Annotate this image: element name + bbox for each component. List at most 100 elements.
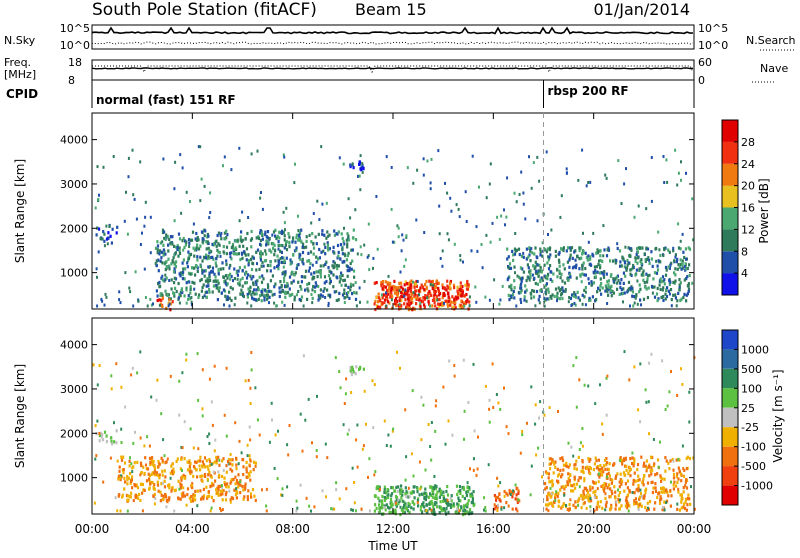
heatmap-cell — [363, 389, 366, 393]
heatmap-cell — [639, 488, 642, 492]
heatmap-cell — [125, 190, 127, 194]
heatmap-cell — [531, 289, 534, 293]
heatmap-cell — [505, 425, 508, 429]
heatmap-cell — [392, 427, 395, 431]
heatmap-cell — [566, 246, 570, 250]
heatmap-cell — [580, 280, 583, 284]
heatmap-cell — [224, 294, 227, 298]
heatmap-cell — [386, 495, 390, 499]
heatmap-cell — [545, 150, 548, 154]
heatmap-cell — [234, 296, 237, 300]
heatmap-cell — [330, 271, 333, 275]
heatmap-cell — [314, 285, 317, 289]
heatmap-cell — [676, 299, 679, 303]
heatmap-cell — [578, 476, 581, 480]
heatmap-cell — [599, 277, 602, 281]
heatmap-cell — [245, 467, 248, 471]
heatmap-cell — [235, 487, 238, 491]
heatmap-cell — [609, 259, 612, 263]
heatmap-cell — [105, 224, 108, 228]
heatmap-cell — [203, 294, 206, 298]
heatmap-cell — [653, 285, 656, 289]
heatmap-cell — [269, 269, 272, 273]
heatmap-cell — [236, 481, 239, 485]
heatmap-cell — [589, 298, 592, 302]
heatmap-cell — [285, 284, 288, 288]
heatmap-cell — [587, 495, 590, 499]
heatmap-cell — [177, 281, 180, 286]
heatmap-cell — [419, 304, 422, 308]
heatmap-cell — [662, 506, 664, 509]
heatmap-cell — [283, 259, 286, 263]
heatmap-cell — [471, 511, 474, 515]
heatmap-cell — [450, 494, 453, 498]
heatmap-cell — [142, 465, 145, 469]
heatmap-cell — [289, 258, 292, 262]
heatmap-cell — [660, 280, 663, 284]
heatmap-cell — [450, 209, 453, 213]
heatmap-cell — [461, 289, 464, 293]
heatmap-cell — [518, 193, 521, 196]
heatmap-cell — [148, 444, 151, 448]
heatmap-cell — [578, 257, 581, 261]
heatmap-cell — [156, 298, 159, 303]
colorbar-tick-label: -100 — [741, 441, 766, 454]
heatmap-cell — [434, 484, 437, 488]
heatmap-cell — [399, 306, 402, 310]
heatmap-cell — [245, 247, 249, 251]
heatmap-cell — [545, 275, 548, 279]
heatmap-cell — [578, 267, 581, 271]
heatmap-cell — [261, 488, 263, 492]
heatmap-cell — [412, 306, 415, 310]
heatmap-cell — [626, 290, 629, 294]
heatmap-cell — [557, 258, 561, 262]
heatmap-cell — [674, 296, 677, 300]
heatmap-cell — [664, 408, 667, 411]
heatmap-cell — [300, 287, 303, 291]
heatmap-cell — [566, 483, 569, 487]
heatmap-cell — [277, 240, 280, 244]
heatmap-cell — [688, 247, 692, 251]
heatmap-cell — [257, 235, 260, 239]
heatmap-cell — [295, 246, 298, 250]
heatmap-cell — [265, 243, 268, 247]
cpid-segment-0: normal (fast) 151 RF — [96, 93, 236, 107]
heatmap-cell — [239, 491, 242, 495]
heatmap-cell — [145, 467, 148, 471]
heatmap-cell — [549, 277, 552, 282]
heatmap-cell — [644, 258, 647, 262]
heatmap-cell — [461, 304, 464, 308]
heatmap-cell — [452, 305, 455, 309]
heatmap-cell — [150, 303, 153, 307]
heatmap-cell — [438, 204, 441, 208]
heatmap-cell — [459, 254, 462, 258]
heatmap-cell — [438, 304, 441, 308]
heatmap-cell — [343, 278, 346, 282]
heatmap-cell — [605, 286, 608, 290]
heatmap-cell — [167, 484, 170, 488]
heatmap-cell — [114, 496, 117, 500]
heatmap-cell — [536, 263, 539, 267]
heatmap-cell — [246, 443, 249, 447]
heatmap-cell — [310, 293, 313, 296]
heatmap-cell — [343, 226, 345, 230]
heatmap-cell — [175, 459, 178, 464]
heatmap-cell — [298, 297, 301, 302]
heatmap-cell — [491, 221, 494, 225]
heatmap-cell — [238, 146, 241, 150]
heatmap-cell — [245, 258, 248, 262]
beam-label: Beam 15 — [355, 0, 427, 19]
heatmap-cell — [312, 252, 315, 256]
heatmap-cell — [573, 463, 576, 467]
heatmap-cell — [562, 263, 565, 267]
heatmap-cell — [305, 239, 308, 243]
heatmap-cell — [629, 272, 632, 276]
heatmap-cell — [209, 265, 212, 269]
heatmap-cell — [241, 210, 244, 214]
heatmap-cell — [599, 464, 602, 468]
heatmap-cell — [670, 261, 673, 265]
heatmap-cell — [264, 293, 267, 297]
heatmap-cell — [642, 278, 645, 282]
heatmap-cell — [673, 259, 676, 263]
heatmap-cell — [158, 280, 161, 285]
